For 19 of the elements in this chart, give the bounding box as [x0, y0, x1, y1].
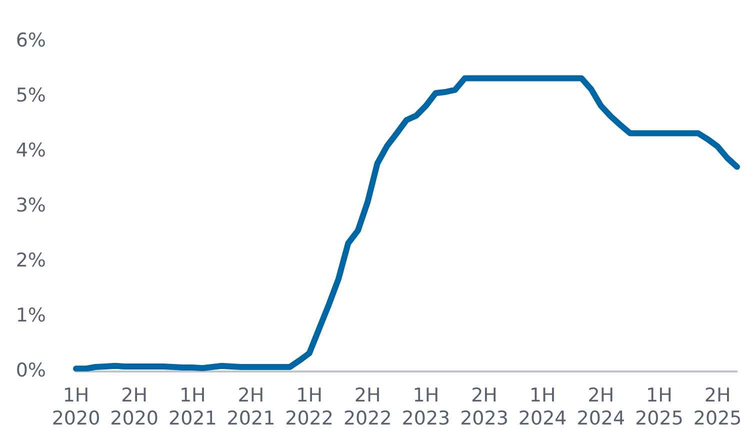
- x-tick-label: 1H 2022: [285, 384, 334, 430]
- x-tick-label: 1H 2025: [635, 384, 684, 430]
- y-tick-label: 3%: [16, 194, 46, 216]
- x-tick-label: 1H 2023: [402, 384, 450, 430]
- y-tick-label: 5%: [16, 84, 46, 106]
- y-tick-label: 0%: [16, 359, 46, 382]
- x-tick-label: 2H 2023: [460, 384, 508, 430]
- y-tick-label: 6%: [16, 29, 46, 52]
- y-tick-label: 2%: [16, 249, 46, 272]
- x-tick-label: 2H 2024: [576, 384, 626, 430]
- x-tick-label: 1H 2024: [518, 384, 567, 430]
- y-tick-label: 4%: [16, 139, 46, 162]
- y-tick-label: 1%: [16, 304, 46, 326]
- x-tick-label: 2H 2022: [343, 384, 392, 430]
- x-tick-label: 2H 2021: [226, 384, 276, 430]
- x-tick-label: 1H 2021: [168, 384, 217, 430]
- x-tick-label: 2H 2020: [110, 384, 159, 430]
- x-tick-label: 2H 2025: [693, 384, 742, 430]
- x-tick-label: 1H 2020: [52, 384, 100, 430]
